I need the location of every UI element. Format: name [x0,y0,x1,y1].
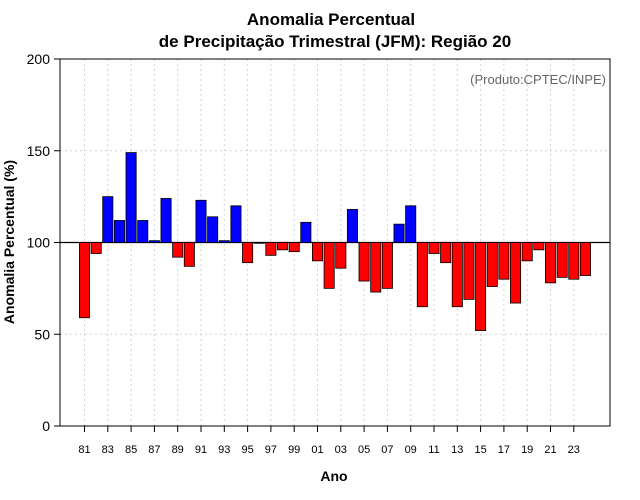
x-tick-label: 91 [195,444,207,456]
x-tick-label: 89 [172,444,184,456]
bar-23 [568,242,580,280]
bar-95 [242,242,254,264]
bar-92 [207,216,219,243]
bar-91 [195,199,207,243]
bar-15 [475,242,487,331]
y-tick-label: 50 [34,326,50,342]
bar-88 [160,198,172,243]
bar-11 [428,242,440,254]
bar-87 [148,240,160,243]
x-axis-title: Ano [320,468,347,484]
y-axis-title: Anomalia Percentual (%) [1,160,17,324]
x-tick-label: 81 [78,444,90,456]
x-tick-label: 15 [474,444,486,456]
x-tick-label: 05 [358,444,370,456]
bar-82 [90,242,102,254]
bar-19 [521,242,533,262]
bar-07 [381,242,393,289]
bars [79,152,591,331]
bar-90 [183,242,195,267]
gridlines [60,59,610,426]
x-tick-label: 17 [498,444,510,456]
bar-81 [79,242,91,319]
y-axis: 0 50 100 150 200 [27,51,60,434]
bar-02 [323,242,335,289]
bar-05 [358,242,370,282]
x-tick-label: 87 [148,444,160,456]
source-annotation: (Produto:CPTEC/INPE) [470,72,606,87]
bar-94 [230,205,242,243]
x-tick-label: 99 [288,444,300,456]
x-tick-label: 09 [405,444,417,456]
bar-21 [545,242,557,284]
y-tick-label: 100 [27,235,51,251]
x-tick-label: 23 [568,444,580,456]
bar-24 [579,242,591,276]
x-tick-label: 19 [521,444,533,456]
x-tick-label: 95 [241,444,253,456]
bar-84 [113,220,125,243]
bar-83 [102,196,114,243]
chart-title-line-2: de Precipitação Trimestral (JFM): Região… [159,32,511,51]
bar-17 [498,242,510,280]
y-tick-label: 150 [27,143,51,159]
x-tick-label: 93 [218,444,230,456]
y-tick-label: 0 [42,418,50,434]
bar-86 [137,220,149,243]
x-tick-label: 13 [451,444,463,456]
bar-13 [451,242,463,308]
bar-12 [440,242,452,264]
bar-89 [172,242,184,258]
bar-10 [416,242,428,308]
bar-99 [288,242,300,253]
x-tick-label: 07 [381,444,393,456]
x-tick-label: 97 [265,444,277,456]
x-tick-label: 03 [335,444,347,456]
bar-18 [510,242,522,304]
bar-09 [405,205,417,243]
bar-85 [125,152,137,243]
y-tick-label: 200 [27,51,51,67]
x-tick-label: 21 [544,444,556,456]
bar-98 [277,242,289,251]
x-tick-label: 01 [311,444,323,456]
bar-20 [533,242,545,251]
bar-97 [265,242,277,256]
bar-96 [253,242,265,244]
bar-22 [556,242,568,278]
bar-93 [218,240,230,243]
bar-00 [300,221,312,243]
bar-06 [370,242,382,293]
chart-title-line-1: Anomalia Percentual [247,10,415,29]
bar-14 [463,242,475,300]
bar-03 [335,242,347,269]
bar-04 [346,209,358,243]
x-tick-label: 83 [102,444,114,456]
x-tick-label: 85 [125,444,137,456]
x-axis: 81 83 85 87 89 91 93 95 97 99 01 03 05 07 09 11 13 15 17 19… [78,426,580,456]
bar-08 [393,223,405,243]
x-tick-label: 11 [428,444,439,456]
bar-01 [311,242,323,262]
bar-16 [486,242,498,287]
